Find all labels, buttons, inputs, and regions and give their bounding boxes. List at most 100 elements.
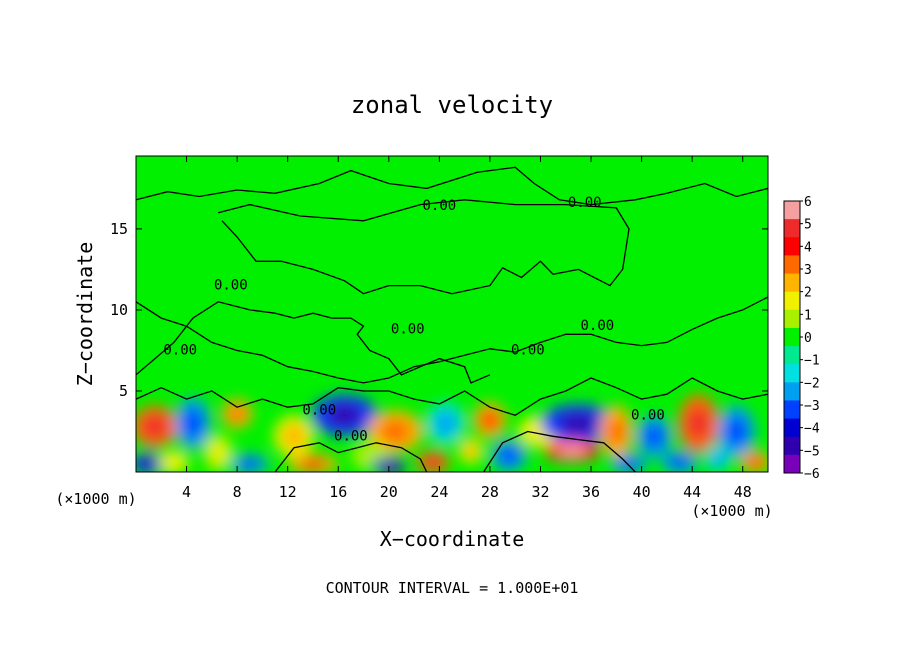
contour-line	[136, 301, 491, 384]
y-tick-label: 5	[119, 382, 128, 400]
y-tick-label: 15	[110, 220, 128, 238]
colorbar-swatch	[784, 327, 800, 347]
colorbar-label: −1	[804, 354, 820, 369]
colorbar-label: 5	[804, 218, 812, 233]
anomaly-core	[379, 461, 398, 470]
y-axis-label: Z−coordinate	[73, 242, 97, 387]
colorbar-swatch	[784, 273, 800, 293]
contour-label: 0.00	[302, 402, 336, 418]
anomaly-core	[379, 419, 411, 444]
colorbar-label: 6	[804, 195, 812, 210]
anomaly-core	[326, 403, 363, 427]
contour-label: 0.00	[214, 278, 248, 294]
y-axis-ticks: 5 10 15	[110, 220, 768, 400]
anomaly-core	[607, 417, 626, 446]
x-tick-label: 4	[182, 483, 191, 501]
colorbar-label: −3	[804, 399, 820, 414]
x-tick-label: 24	[430, 483, 448, 501]
x-tick-label: 36	[582, 483, 600, 501]
contour-label: 0.00	[163, 342, 197, 358]
contour-labels: 0.00 0.00 0.00 0.00 0.00 0.00 0.00 0.00 0.00 0.00	[163, 195, 664, 444]
x-tick-label: 20	[380, 483, 398, 501]
x-unit-right: (×1000 m)	[691, 502, 772, 520]
anomaly-core	[710, 451, 725, 467]
anomaly-core	[165, 456, 183, 469]
anomaly-core	[424, 456, 443, 469]
anomaly-core	[747, 456, 764, 469]
anomaly-core	[556, 444, 588, 458]
anomaly-core	[228, 405, 246, 422]
contour-label: 0.00	[568, 195, 602, 211]
x-tick-label: 32	[531, 483, 549, 501]
colorbar-swatch	[784, 400, 800, 420]
colorbar-label: 4	[804, 240, 812, 255]
colorbar-label: −5	[804, 444, 820, 459]
contour-interval-footer: CONTOUR INTERVAL = 1.000E+01	[326, 579, 579, 597]
x-tick-label: 12	[279, 483, 297, 501]
colorbar-swatch	[784, 454, 800, 474]
colorbar-label: −6	[804, 467, 820, 482]
anomaly-core	[557, 412, 600, 435]
colorbar-label: 0	[804, 331, 812, 346]
x-tick-label: 44	[683, 483, 701, 501]
y-tick-label: 10	[110, 301, 128, 319]
contour-label: 0.00	[334, 428, 368, 444]
colorbar-swatch	[784, 346, 800, 365]
x-tick-label: 48	[734, 483, 752, 501]
anomaly-core	[480, 410, 499, 430]
colorbar-label: 1	[804, 308, 812, 323]
x-axis-label: X−coordinate	[380, 527, 525, 551]
anomaly-core	[644, 424, 664, 448]
anomaly-core	[499, 446, 519, 465]
colorbar-swatch	[784, 201, 800, 220]
colorbar-swatch	[784, 436, 800, 456]
contour-line	[136, 377, 768, 417]
x-unit-left: (×1000 m)	[55, 490, 136, 508]
anomaly-core	[464, 443, 478, 459]
contour-line	[218, 199, 630, 295]
anomaly-core	[209, 441, 227, 464]
contour-label: 0.00	[423, 198, 457, 214]
plot-area: 0.00 0.00 0.00 0.00 0.00 0.00 0.00 0.00 0.00 0.00	[135, 155, 769, 473]
x-tick-label: 8	[233, 483, 242, 501]
colorbar-swatch	[784, 219, 800, 238]
colorbar-label: −4	[804, 422, 820, 437]
colorbar-swatch	[784, 255, 800, 275]
anomaly-core	[725, 417, 747, 446]
contour-label: 0.00	[391, 321, 425, 337]
anomaly-core	[138, 458, 160, 470]
colorbar-swatch	[784, 309, 800, 329]
contour-label: 0.00	[581, 318, 615, 334]
colorbar-label: 3	[804, 263, 812, 278]
contour-line	[483, 430, 636, 472]
colorbar-label: 2	[804, 286, 812, 301]
anomaly-core	[183, 409, 203, 438]
colorbar-swatch	[784, 364, 800, 383]
contour-label: 0.00	[631, 407, 665, 423]
colorbar-swatch	[784, 237, 800, 256]
plot-frame	[135, 155, 769, 473]
colorbar: 6 5 4 3 2 1 0 −1 −2 −3 −4 −5 −6	[783, 195, 820, 482]
colorbar-swatch	[784, 291, 800, 311]
contour-line	[274, 442, 428, 472]
anomaly-core	[687, 407, 710, 440]
anomaly-core	[299, 458, 327, 470]
colorbar-swatch	[784, 382, 800, 401]
anomaly-core	[282, 424, 306, 448]
colorbar-label: −2	[804, 376, 820, 391]
contour-line	[136, 296, 768, 384]
anomaly-core	[669, 456, 690, 469]
anomaly-core	[435, 411, 457, 435]
contour-lines	[136, 166, 768, 472]
x-tick-label: 40	[633, 483, 651, 501]
x-axis-ticks: 4 8 12 16 20 24 28 32 36 40 44 48	[182, 156, 752, 501]
chart-title: zonal velocity	[351, 91, 553, 119]
anomaly-core	[142, 415, 168, 439]
x-tick-label: 28	[481, 483, 499, 501]
colorbar-swatch	[784, 418, 800, 438]
x-tick-label: 16	[329, 483, 347, 501]
contour-label: 0.00	[511, 342, 545, 358]
contour-line	[136, 166, 768, 206]
anomaly-core	[239, 458, 261, 470]
